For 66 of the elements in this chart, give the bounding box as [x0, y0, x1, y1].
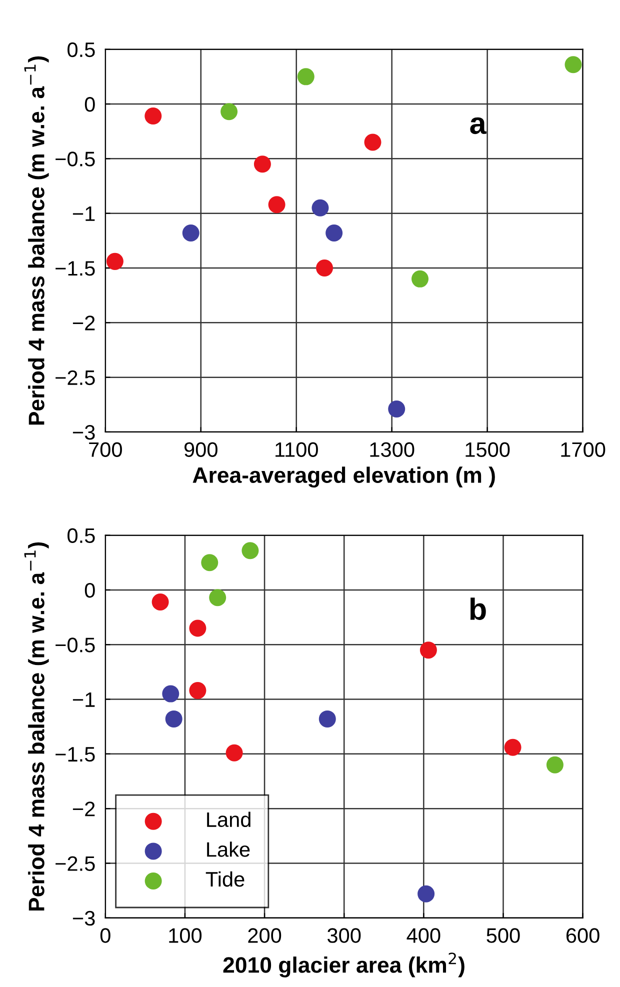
x-tick-label: 900 — [184, 442, 218, 457]
y-tick-label: −1.5 — [56, 261, 95, 276]
point — [412, 270, 429, 288]
point — [364, 134, 382, 151]
point — [242, 542, 259, 560]
x-tick-label: 200 — [248, 928, 282, 943]
x-tick-label: 1700 — [561, 442, 606, 457]
point — [209, 589, 226, 606]
point — [388, 400, 406, 418]
x-tick-label: 700 — [89, 442, 122, 457]
annotation: a — [470, 117, 486, 134]
point — [144, 108, 162, 125]
point — [106, 252, 124, 270]
point — [504, 738, 522, 756]
x-tick-label: 0 — [100, 928, 110, 943]
legend-label: Land — [207, 812, 250, 828]
x-tick-label: 500 — [486, 928, 520, 943]
x-tick-label: 300 — [328, 928, 361, 943]
point — [226, 744, 243, 762]
y-tick-label: −2 — [72, 316, 95, 330]
point — [420, 642, 437, 659]
point — [564, 56, 582, 74]
point — [182, 224, 200, 242]
point — [312, 199, 329, 216]
legend-label: Tide — [206, 871, 244, 887]
y-tick-label: −0.5 — [56, 638, 95, 652]
point — [201, 554, 218, 572]
y-tick-label: −2.5 — [56, 856, 95, 872]
y-tick-label: −2 — [72, 802, 95, 816]
point — [162, 685, 180, 702]
y-tick-label: 0.5 — [68, 42, 95, 58]
point — [189, 620, 206, 637]
x-tick-label: 600 — [566, 928, 600, 943]
y-tick-label: −1 — [72, 692, 95, 707]
y-tick-label: −0.5 — [56, 152, 95, 166]
legend-label: Lake — [207, 842, 250, 857]
y-tick-label: −1.5 — [56, 747, 95, 762]
point — [546, 756, 564, 774]
y-tick-label: −2.5 — [56, 370, 95, 386]
point — [318, 710, 336, 728]
point — [189, 682, 206, 700]
x-tick-label: 1100 — [276, 442, 318, 457]
point — [326, 224, 343, 242]
point — [418, 885, 435, 902]
point — [152, 593, 169, 610]
x-tick-label: 1300 — [370, 442, 414, 457]
point — [297, 68, 314, 86]
point — [220, 103, 238, 120]
point — [165, 710, 182, 728]
x-tick-label: 400 — [406, 928, 440, 943]
y-tick-label: 0 — [84, 582, 95, 598]
y-axis-title: Period 4 mass balance (m w.e. a$^{−1}$) — [24, 56, 49, 425]
y-tick-label: −1 — [72, 206, 95, 221]
point — [268, 196, 286, 214]
y-tick-label: 0 — [84, 97, 95, 112]
annotation: b — [470, 598, 486, 620]
y-tick-label: −3 — [72, 910, 95, 926]
x-tick-label: 100 — [169, 928, 202, 943]
x-tick-label: 1500 — [466, 442, 510, 457]
x-axis-title: 2010 glacier area (km$^{2}$) — [223, 952, 464, 978]
point — [254, 156, 271, 173]
y-axis-title: Period 4 mass balance (m w.e. a$^{−1}$) — [24, 542, 49, 911]
y-tick-label: 0.5 — [68, 528, 95, 544]
point — [316, 259, 334, 276]
y-tick-label: −3 — [72, 424, 95, 440]
x-axis-title: Area-averaged elevation (m ) — [192, 466, 495, 488]
